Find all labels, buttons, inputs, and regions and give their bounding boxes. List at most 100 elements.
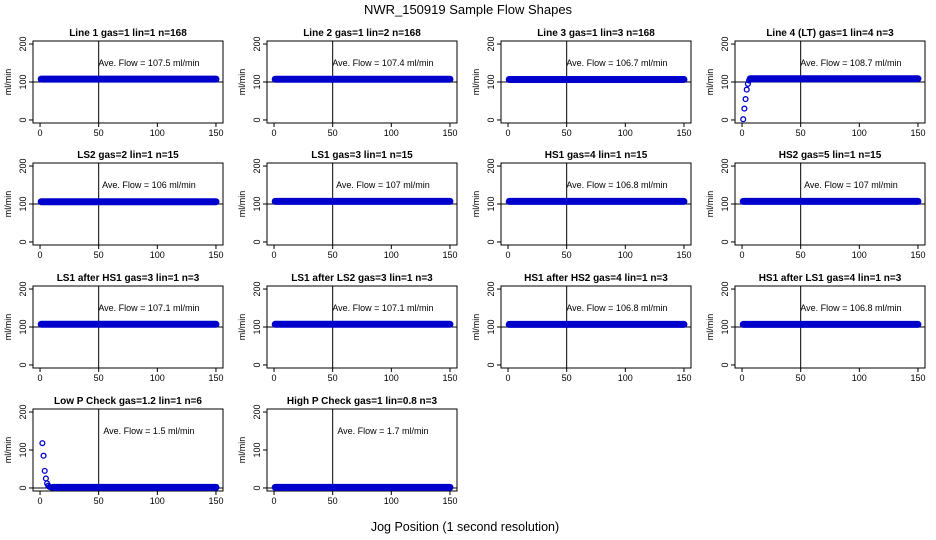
data-point <box>39 440 46 447</box>
x-tick-label: 100 <box>618 250 633 260</box>
y-tick-label: 100 <box>252 442 262 457</box>
y-tick-label: 100 <box>18 442 28 457</box>
x-tick-label: 150 <box>442 250 457 260</box>
x-tick-label: 100 <box>384 373 399 383</box>
average-flow-annotation: Ave. Flow = 107 ml/min <box>336 180 430 190</box>
y-axis-label: ml/min <box>705 314 715 341</box>
y-tick-label: 200 <box>18 405 28 420</box>
y-tick-label: 200 <box>18 159 28 174</box>
x-tick-label: 150 <box>442 128 457 138</box>
y-tick-label: 100 <box>252 196 262 211</box>
x-tick-label: 50 <box>562 250 572 260</box>
x-tick-label: 50 <box>562 373 572 383</box>
y-tick-label: 200 <box>720 159 730 174</box>
average-flow-annotation: Ave. Flow = 107.1 ml/min <box>98 303 199 313</box>
x-tick-label: 50 <box>328 250 338 260</box>
x-tick-label: 50 <box>796 128 806 138</box>
y-axis-label: ml/min <box>705 191 715 218</box>
data-point <box>744 80 751 87</box>
data-point <box>40 452 47 459</box>
chart-panel: Line 1 gas=1 lin=1 n=168 0 50 100 150 0 100 200… <box>3 28 224 138</box>
x-tick-label: 100 <box>852 128 867 138</box>
x-tick-label: 0 <box>272 496 277 506</box>
x-tick-label: 0 <box>506 128 511 138</box>
y-axis-label: ml/min <box>237 437 247 464</box>
panel-title: HS2 gas=5 lin=1 n=15 <box>779 150 882 161</box>
average-flow-annotation: Ave. Flow = 106.8 ml/min <box>566 303 667 313</box>
panel-title: LS2 gas=2 lin=1 n=15 <box>77 150 179 161</box>
x-tick-label: 150 <box>442 496 457 506</box>
y-tick-label: 0 <box>720 117 730 122</box>
x-tick-label: 0 <box>740 250 745 260</box>
panel-title: Line 3 gas=1 lin=3 n=168 <box>537 28 655 39</box>
y-tick-label: 100 <box>252 319 262 334</box>
y-tick-label: 200 <box>252 159 262 174</box>
x-tick-label: 150 <box>676 250 691 260</box>
data-point <box>41 467 48 474</box>
x-tick-label: 150 <box>208 250 223 260</box>
average-flow-annotation: Ave. Flow = 1.7 ml/min <box>337 426 428 436</box>
y-tick-label: 0 <box>18 117 28 122</box>
x-tick-label: 100 <box>150 373 165 383</box>
panel-title: High P Check gas=1 lin=0.8 n=3 <box>287 396 438 407</box>
average-flow-annotation: Ave. Flow = 106.7 ml/min <box>566 58 667 68</box>
data-point <box>743 86 750 93</box>
average-flow-annotation: Ave. Flow = 107 ml/min <box>804 180 898 190</box>
x-tick-label: 150 <box>676 373 691 383</box>
chart-panel: HS1 after HS2 gas=4 lin=1 n=3 0 50 100 150 0 1… <box>471 273 692 383</box>
x-tick-label: 100 <box>852 250 867 260</box>
y-axis-label: ml/min <box>237 191 247 218</box>
y-tick-label: 100 <box>720 196 730 211</box>
x-tick-label: 100 <box>384 250 399 260</box>
y-tick-label: 100 <box>720 74 730 89</box>
x-tick-label: 100 <box>852 373 867 383</box>
average-flow-annotation: Ave. Flow = 107.4 ml/min <box>332 58 433 68</box>
y-tick-label: 200 <box>486 282 496 297</box>
panel-title: HS1 after HS2 gas=4 lin=1 n=3 <box>524 273 668 284</box>
panel-title: LS1 after LS2 gas=3 lin=1 n=3 <box>291 273 433 284</box>
y-tick-label: 0 <box>720 362 730 367</box>
average-flow-annotation: Ave. Flow = 106.8 ml/min <box>800 303 901 313</box>
y-tick-label: 0 <box>486 117 496 122</box>
data-point <box>741 105 748 112</box>
y-tick-label: 200 <box>720 282 730 297</box>
x-tick-label: 50 <box>328 496 338 506</box>
average-flow-annotation: Ave. Flow = 107.1 ml/min <box>332 303 433 313</box>
chart-panel: LS1 after LS2 gas=3 lin=1 n=3 0 50 100 150 0 1… <box>237 273 458 383</box>
x-tick-label: 100 <box>150 128 165 138</box>
panel-grid: Line 1 gas=1 lin=1 n=168 0 50 100 150 0 100 200… <box>3 28 926 506</box>
panel-title: LS1 after HS1 gas=3 lin=1 n=3 <box>57 273 200 284</box>
y-axis-label: ml/min <box>705 69 715 96</box>
panel-title: Line 2 gas=1 lin=2 n=168 <box>303 28 421 39</box>
y-tick-label: 0 <box>720 239 730 244</box>
data-point <box>742 96 749 103</box>
panel-title: Line 4 (LT) gas=1 lin=4 n=3 <box>766 28 894 39</box>
y-tick-label: 200 <box>18 37 28 52</box>
y-tick-label: 0 <box>18 485 28 490</box>
x-tick-label: 100 <box>150 496 165 506</box>
x-tick-label: 150 <box>910 373 925 383</box>
x-tick-label: 50 <box>796 250 806 260</box>
figure-title: NWR_150919 Sample Flow Shapes <box>364 2 573 17</box>
x-tick-label: 50 <box>94 250 104 260</box>
chart-panel: High P Check gas=1 lin=0.8 n=3 0 50 100 150 0… <box>237 396 458 506</box>
y-tick-label: 100 <box>486 196 496 211</box>
y-tick-label: 100 <box>486 74 496 89</box>
y-axis-label: ml/min <box>3 437 13 464</box>
x-tick-label: 150 <box>208 373 223 383</box>
x-tick-label: 150 <box>208 496 223 506</box>
x-tick-label: 150 <box>442 373 457 383</box>
x-tick-label: 0 <box>38 373 43 383</box>
y-tick-label: 0 <box>18 239 28 244</box>
chart-panel: HS2 gas=5 lin=1 n=15 0 50 100 150 0 100 200 ml/m… <box>705 150 926 260</box>
x-tick-label: 0 <box>272 128 277 138</box>
chart-panel: LS1 after HS1 gas=3 lin=1 n=3 0 50 100 150 0 1… <box>3 273 224 383</box>
chart-panel: Line 3 gas=1 lin=3 n=168 0 50 100 150 0 100 200… <box>471 28 692 138</box>
x-tick-label: 50 <box>94 373 104 383</box>
x-tick-label: 0 <box>506 250 511 260</box>
average-flow-annotation: Ave. Flow = 106.8 ml/min <box>566 180 667 190</box>
x-tick-label: 50 <box>796 373 806 383</box>
y-tick-label: 100 <box>252 74 262 89</box>
average-flow-annotation: Ave. Flow = 107.5 ml/min <box>98 58 199 68</box>
